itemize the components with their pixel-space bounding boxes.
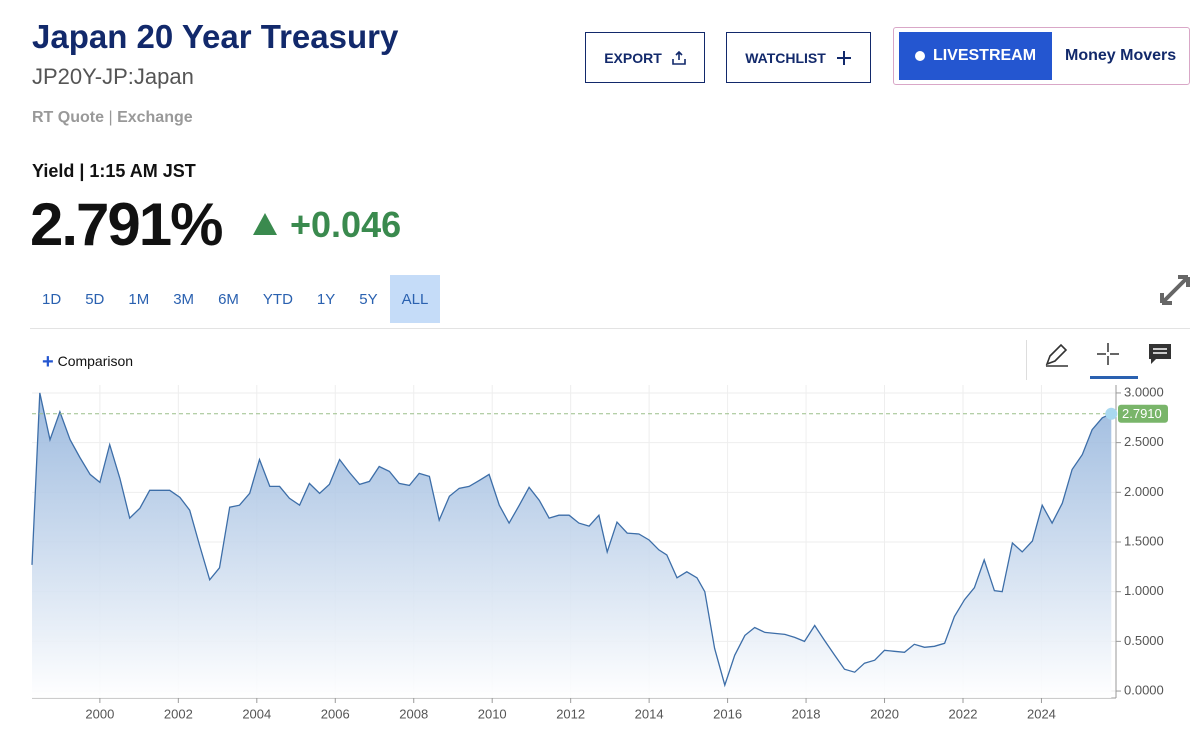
range-button[interactable]: 6M [218,290,239,308]
last-value-box [1118,404,1168,423]
crosshair-icon[interactable] [1096,342,1120,366]
x-tick-label: 2002 [164,706,193,721]
last-value-label: 2.7910 [1122,406,1162,421]
export-label: EXPORT [604,49,662,66]
x-tick-label: 2012 [556,706,585,721]
comparison-label: Comparison [57,353,134,369]
up-arrow [253,213,277,235]
y-tick-label: 1.5000 [1124,533,1164,548]
export-button[interactable]: EXPORT [585,32,705,83]
livestream-label: LIVESTREAM [932,47,1037,64]
x-tick-label: 2020 [870,706,899,721]
quote-type: RT Quote [32,109,104,126]
range-button[interactable]: 1D [42,290,62,308]
y-tick-label: 2.0000 [1124,484,1164,499]
range-button[interactable]: 1M [128,290,150,308]
x-tick-label: 2004 [242,706,271,721]
last-point [1105,407,1118,420]
yield-label: Yield | 1:15 AM JST [32,161,196,181]
y-tick-label: 2.5000 [1124,434,1164,449]
range-button[interactable]: 3M [173,290,195,308]
area-fill [32,392,1112,698]
watchlist-label: WATCHLIST [745,49,826,66]
plus-icon [836,50,851,65]
x-tick-label: 2024 [1027,706,1056,721]
change: +0.046 [290,204,402,245]
divider [30,328,1190,329]
range-button[interactable]: ALL [389,275,441,323]
range-selector: 1D 5D 1M 3M 6M YTD 1Y 5Y ALL [30,275,441,323]
x-tick-label: 2008 [399,706,428,721]
tool-active [1090,376,1138,379]
y-tick-label: 0.0000 [1124,682,1164,697]
y-tick-label: 3.0000 [1124,384,1164,399]
title: Japan 20 Year Treasury [32,18,399,55]
y-tick-label: 0.5000 [1124,633,1164,648]
x-tick-label: 2016 [713,706,742,721]
line [31,392,1112,688]
live-box [893,27,1190,85]
quote-info: RT Quote | Exchange [32,109,193,126]
x-tick-label: 2010 [478,706,507,721]
symbol: JP20Y-JP:Japan [32,64,194,89]
exchange[interactable]: Exchange [117,109,193,126]
x-tick-label: 2018 [792,706,821,721]
x-tick-label: 2022 [949,706,978,721]
watchlist-button[interactable]: WATCHLIST [726,32,871,83]
livestream-button[interactable]: LIVESTREAM [899,32,1052,80]
expand-icon[interactable] [1158,273,1192,307]
range-button[interactable]: 1Y [316,290,336,308]
show-name[interactable]: Money Movers [1065,47,1177,64]
price: 2.791% [30,191,223,258]
range-button[interactable]: 5D [85,290,105,308]
range-button[interactable]: YTD [262,290,293,308]
draw-icon[interactable] [1044,342,1070,368]
x-tick-label: 2000 [85,706,114,721]
share-icon [671,50,686,65]
x-tick-label: 2014 [635,706,664,721]
tool-divider [1026,340,1027,380]
x-tick-label: 2006 [321,706,350,721]
live-dot [914,51,925,61]
comparison-button[interactable]: + Comparison [42,351,134,373]
y-tick-label: 1.0000 [1124,583,1164,598]
comment-icon[interactable] [1148,343,1172,365]
range-button[interactable]: 5Y [359,290,378,308]
